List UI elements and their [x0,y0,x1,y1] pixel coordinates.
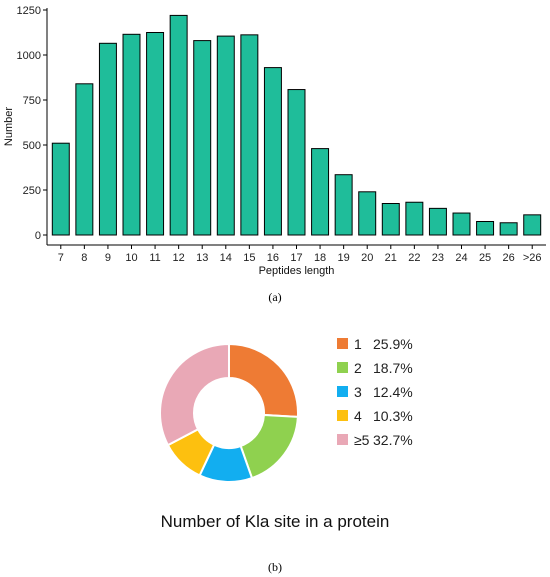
bar [240,34,259,236]
x-tick-label: 21 [385,252,397,264]
peptide-length-bar-chart: 0 250 500 750 1000 1250 7 8 9 10 11 12 13 14 15 16 17 18 1… [3,5,546,277]
legend-swatch [337,386,348,397]
donut-slice [228,342,299,418]
bar [405,201,424,236]
x-tick-label: 23 [432,252,444,264]
x-tick-label: 26 [503,252,515,264]
bar [193,40,212,236]
legend-swatch [337,338,348,349]
bar [169,14,188,236]
bar [98,42,117,236]
x-tick-label: 25 [479,252,491,264]
y-tick-label: 1000 [17,50,41,62]
donut-chart-title: Number of Kla site in a protein [161,512,390,531]
legend-value: 10.3% [373,408,413,424]
panel-label-a: (a) [268,290,282,304]
x-axis-title: Peptides length [259,265,335,277]
bar [499,222,518,236]
x-tick-label: 11 [149,252,160,264]
legend-swatch [337,362,348,373]
bar [122,33,141,236]
x-tick-label: 18 [314,252,326,264]
bar [334,174,353,236]
bar [51,142,70,236]
x-tick-label: 22 [408,252,420,264]
legend-value: 25.9% [373,336,413,352]
x-tick-label: 15 [243,252,255,264]
bar [263,67,282,236]
x-tick-label: 7 [58,252,64,264]
legend-value: 12.4% [373,384,413,400]
bar [452,212,471,236]
panel-label-b: (b) [268,560,282,574]
bar [146,32,165,236]
x-tick-label: 10 [125,252,137,264]
bar [358,191,377,236]
x-tick-label: 17 [290,252,302,264]
bar [523,214,542,236]
donut-slice [159,342,230,447]
x-tick-label: 24 [455,252,467,264]
legend-label: 4 [354,408,362,424]
x-tick-label: 16 [267,252,279,264]
y-tick-label: 1250 [17,5,41,17]
legend-label: 1 [354,336,362,352]
x-tick-label: 12 [173,252,185,264]
bar [216,35,235,236]
y-axis-title: Number [3,107,15,146]
legend-label: ≥5 [354,432,370,448]
legend-swatch [337,410,348,421]
x-tick-label: 19 [338,252,350,264]
legend-swatch [337,434,348,445]
y-tick-label: 250 [23,185,41,197]
bar [75,83,94,236]
x-tick-label: >26 [523,252,542,264]
x-tick-label: 8 [81,252,87,264]
bar [287,89,306,236]
x-tick-label: 14 [220,252,232,264]
x-tick-label: 20 [361,252,373,264]
bar [311,148,330,236]
legend-label: 2 [354,360,362,376]
x-tick-label: 13 [196,252,208,264]
kla-site-donut-chart: 1 25.9% 2 18.7% 3 12.4% 4 10.3%≥5 32.7% Number of… [159,336,413,531]
y-tick-label: 0 [35,230,41,242]
legend-value: 18.7% [373,360,413,376]
bar [381,203,400,236]
legend-value: 32.7% [373,432,413,448]
bar [428,207,447,236]
bar [476,221,495,236]
y-tick-label: 500 [23,140,41,152]
x-tick-label: 9 [105,252,111,264]
y-tick-label: 750 [23,95,41,107]
legend-label: 3 [354,384,362,400]
